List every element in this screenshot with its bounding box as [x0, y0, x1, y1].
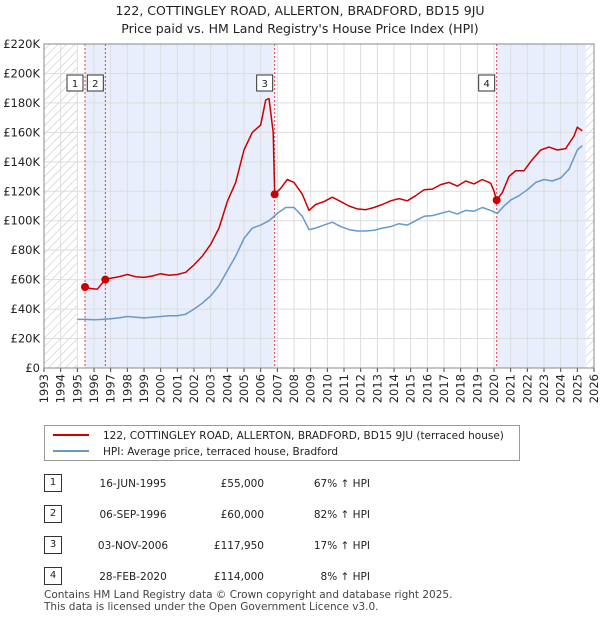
marker-badge-label: 1 [72, 79, 78, 90]
x-tick-label: 2019 [470, 374, 484, 403]
transaction-hpi-diff: 17% ↑ HPI [313, 540, 370, 552]
x-tick-label: 1994 [54, 374, 68, 403]
x-tick-label: 1993 [37, 374, 51, 403]
legend-label-hpi: HPI: Average price, terraced house, Brad… [103, 446, 339, 458]
y-tick-label: £120K [3, 184, 40, 198]
title-line-1: 122, COTTINGLEY ROAD, ALLERTON, BRADFORD… [115, 3, 485, 18]
x-tick-label: 2006 [254, 374, 268, 403]
transaction-date: 16-JUN-1995 [99, 478, 167, 490]
sale-point [492, 196, 501, 205]
x-tick-label: 2001 [170, 374, 184, 403]
y-tick-label: £20K [11, 332, 41, 346]
x-tick-label: 2007 [270, 374, 284, 403]
legend-swatch-hpi [53, 450, 89, 452]
x-tick-label: 2008 [287, 374, 301, 403]
series-line [77, 145, 583, 321]
x-tick-label: 2000 [154, 374, 168, 403]
shaded-range [85, 44, 275, 368]
x-tick-label: 2026 [587, 374, 600, 403]
sale-point [81, 283, 89, 291]
legend-item-hpi: HPI: Average price, terraced house, Brad… [53, 444, 338, 460]
chart-title: 122, COTTINGLEY ROAD, ALLERTON, BRADFORD… [0, 2, 600, 38]
x-tick-label: 1999 [137, 374, 151, 403]
chart-legend: 122, COTTINGLEY ROAD, ALLERTON, BRADFORD… [44, 425, 520, 461]
series-line [84, 97, 583, 290]
x-tick-label: 1998 [120, 374, 134, 403]
y-tick-label: £200K [3, 66, 40, 80]
x-tick-label: 2005 [237, 374, 251, 403]
price-chart: 1 2 3 4 £0 £20K £40K £60K £80K £100K £120K £140K £1… [3, 37, 600, 403]
transaction-number: 3 [44, 536, 62, 554]
marker-badge-label: 2 [92, 79, 98, 90]
y-tick-label: £40K [11, 302, 41, 316]
y-tick-label: £80K [11, 243, 41, 257]
y-tick-label: £160K [3, 125, 40, 139]
x-tick-label: 1996 [87, 374, 101, 403]
x-tick-label: 2025 [570, 374, 584, 403]
x-tick-label: 1997 [104, 374, 118, 403]
sale-point [101, 275, 110, 284]
sale-point [270, 190, 279, 199]
y-tick-label: £100K [3, 214, 40, 228]
shaded-range [496, 44, 586, 368]
y-tick-label: £220K [3, 37, 40, 51]
x-tick-label: 1995 [70, 374, 84, 403]
marker-badge [66, 74, 84, 92]
y-tick-label: £180K [3, 96, 40, 110]
transaction-hpi-diff: 67% ↑ HPI [313, 478, 370, 490]
x-tick-label: 2013 [370, 374, 384, 403]
marker-badge [256, 74, 274, 92]
footer-attribution: Contains HM Land Registry data © Crown c… [44, 589, 452, 613]
legend-label-property: 122, COTTINGLEY ROAD, ALLERTON, BRADFORD… [103, 430, 504, 442]
transaction-price: £117,950 [213, 540, 264, 552]
transaction-date: 28-FEB-2020 [99, 571, 167, 583]
x-tick-label: 2015 [404, 374, 418, 403]
x-tick-label: 2011 [337, 374, 351, 403]
marker-badge [478, 74, 496, 92]
transaction-date: 03-NOV-2006 [97, 540, 169, 552]
x-tick-label: 2022 [520, 374, 534, 403]
x-tick-label: 2012 [354, 374, 368, 403]
footer-line-2: This data is licensed under the Open Gov… [44, 601, 379, 613]
transaction-price: £60,000 [220, 509, 264, 521]
transaction-hpi-diff: 82% ↑ HPI [313, 509, 370, 521]
x-tick-label: 2018 [454, 374, 468, 403]
footer-line-1: Contains HM Land Registry data © Crown c… [44, 589, 453, 601]
transaction-number: 4 [44, 567, 62, 585]
x-tick-label: 2002 [187, 374, 201, 403]
hatched-range [585, 44, 594, 368]
x-tick-label: 2023 [537, 374, 551, 403]
x-tick-label: 2009 [304, 374, 318, 403]
plot-frame [43, 43, 595, 369]
marker-badge-label: 3 [261, 79, 267, 90]
x-tick-label: 2020 [487, 374, 501, 403]
transaction-date: 06-SEP-1996 [99, 509, 167, 521]
x-tick-label: 2010 [320, 374, 334, 403]
marker-badge [86, 74, 104, 92]
transaction-hpi-diff: 8% ↑ HPI [320, 571, 370, 583]
legend-swatch-property [53, 434, 89, 436]
legend-item-property: 122, COTTINGLEY ROAD, ALLERTON, BRADFORD… [53, 428, 504, 444]
x-tick-label: 2003 [204, 374, 218, 403]
y-tick-label: £60K [11, 273, 41, 287]
x-tick-label: 2014 [387, 374, 401, 403]
y-tick-label: £140K [3, 155, 40, 169]
title-line-2: Price paid vs. HM Land Registry's House … [121, 21, 479, 36]
x-tick-label: 2004 [220, 374, 234, 403]
x-tick-label: 2021 [504, 374, 518, 403]
x-tick-label: 2017 [437, 374, 451, 403]
x-tick-label: 2016 [420, 374, 434, 403]
y-tick-label: £0 [25, 361, 40, 375]
transaction-price: £114,000 [213, 571, 264, 583]
x-tick-label: 2024 [554, 374, 568, 403]
transaction-number: 1 [44, 474, 62, 492]
marker-badge-label: 4 [483, 79, 489, 90]
transaction-price: £55,000 [220, 478, 264, 490]
transaction-number: 2 [44, 505, 62, 523]
